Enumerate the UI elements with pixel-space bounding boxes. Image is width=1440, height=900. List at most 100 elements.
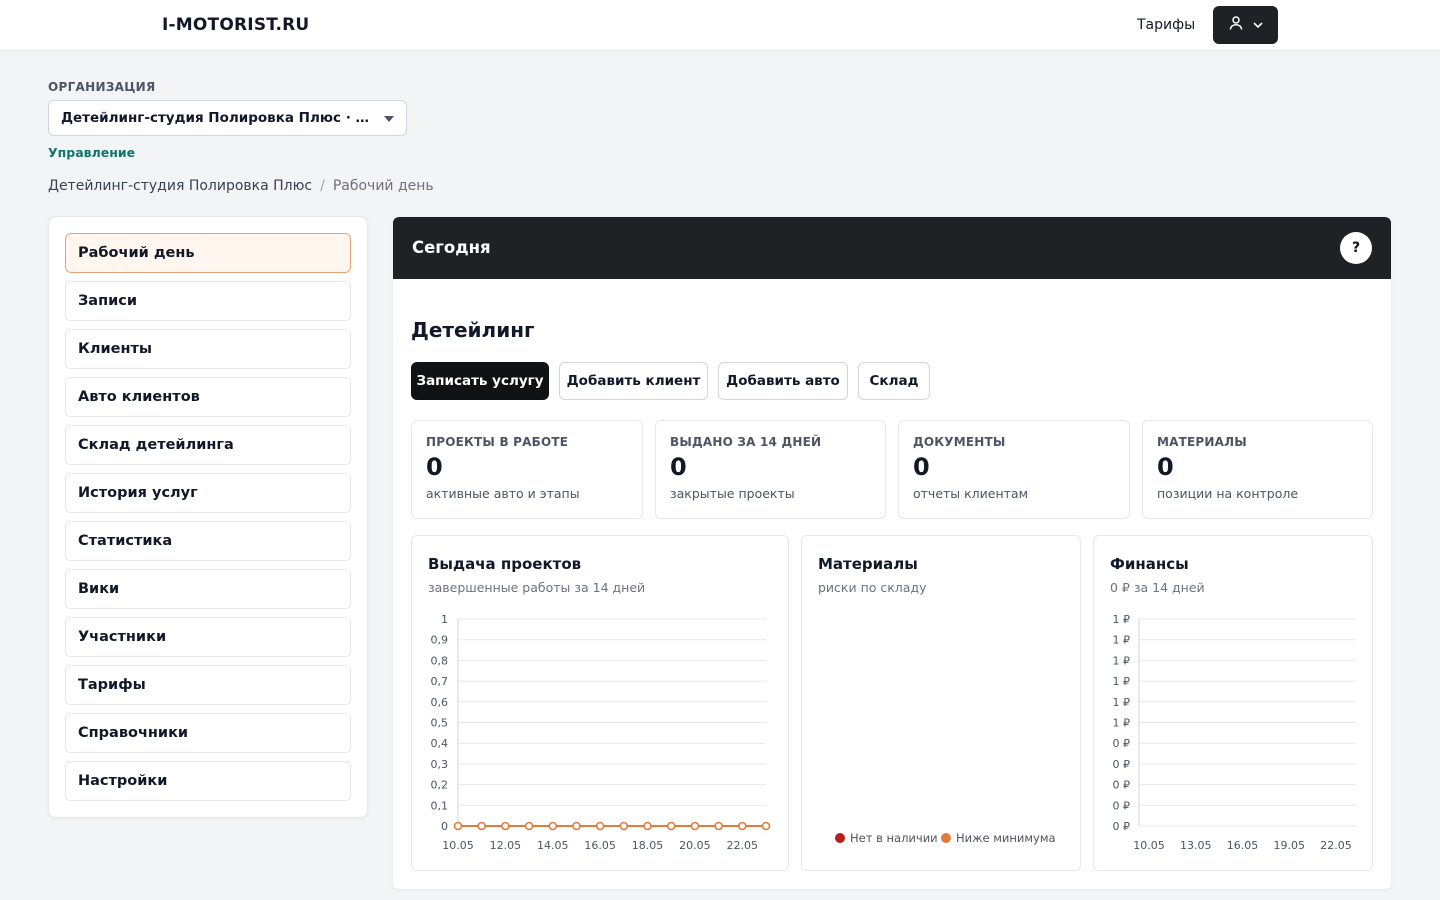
organization-selected-value: Детейлинг-студия Полировка Плюс · Детейл… bbox=[61, 110, 373, 126]
materials-chart-card: Материалы риски по складу Нет в наличии Н… bbox=[801, 535, 1081, 871]
x-tick-label: 22.05 bbox=[1320, 839, 1352, 852]
stat-label: ДОКУМЕНТЫ bbox=[913, 435, 1006, 449]
sidebar-item-warehouse[interactable]: Склад детейлинга bbox=[65, 425, 351, 465]
top-navbar: I-MOTORIST.RU Тарифы bbox=[0, 0, 1440, 51]
x-tick-label: 16.05 bbox=[584, 839, 616, 852]
stat-card-documents: ДОКУМЕНТЫ 0 отчеты клиентам bbox=[898, 420, 1130, 519]
stat-subtitle: закрытые проекты bbox=[670, 486, 795, 501]
warehouse-button[interactable]: Склад bbox=[858, 362, 930, 400]
sidebar-item-members[interactable]: Участники bbox=[65, 617, 351, 657]
stat-value: 0 bbox=[1157, 453, 1174, 481]
data-point bbox=[738, 821, 747, 831]
user-icon bbox=[1228, 15, 1244, 35]
y-tick-label: 0 ₽ bbox=[1113, 799, 1131, 812]
x-tick-label: 16.05 bbox=[1227, 839, 1259, 852]
y-tick-label: 0,6 bbox=[431, 696, 449, 709]
caret-down-icon bbox=[384, 116, 394, 122]
breadcrumb: Детейлинг-студия Полировка Плюс / Рабочи… bbox=[48, 178, 434, 194]
x-tick-label: 14.05 bbox=[537, 839, 569, 852]
sidebar-item-clients[interactable]: Клиенты bbox=[65, 329, 351, 369]
finance-bar-chart: 1 ₽1 ₽1 ₽1 ₽1 ₽1 ₽0 ₽0 ₽0 ₽0 ₽0 ₽10.05 13… bbox=[1113, 613, 1356, 852]
card-subtitle: 0 ₽ за 14 дней bbox=[1110, 580, 1205, 595]
organization-label: ОРГАНИЗАЦИЯ bbox=[48, 80, 156, 94]
y-tick-label: 0,8 bbox=[431, 654, 449, 667]
y-tick-label: 1 ₽ bbox=[1113, 675, 1131, 688]
x-tick-label: 10.05 bbox=[442, 839, 474, 852]
data-point bbox=[690, 821, 700, 831]
book-service-button[interactable]: Записать услугу bbox=[411, 362, 549, 400]
stat-subtitle: активные авто и этапы bbox=[426, 486, 580, 501]
help-button[interactable]: ? bbox=[1340, 232, 1372, 264]
y-tick-label: 0,2 bbox=[431, 779, 449, 792]
sidebar-item-wiki[interactable]: Вики bbox=[65, 569, 351, 609]
data-point bbox=[714, 821, 723, 831]
y-tick-label: 1 ₽ bbox=[1113, 634, 1131, 647]
y-tick-label: 1 ₽ bbox=[1113, 654, 1131, 667]
sidebar-item-service-history[interactable]: История услуг bbox=[65, 473, 351, 513]
manage-link[interactable]: Управление bbox=[48, 145, 136, 160]
projects-line-chart: 1 0,9 0,8 0,7 0,6 0,5 0,4 0,3 0,2 0,1 0 10.05 12.05 1… bbox=[431, 613, 771, 852]
x-tick-label: 19.05 bbox=[1274, 839, 1306, 852]
sidebar-item-statistics[interactable]: Статистика bbox=[65, 521, 351, 561]
data-point bbox=[643, 821, 652, 831]
y-tick-label: 0 ₽ bbox=[1113, 737, 1131, 750]
site-logo[interactable]: I-MOTORIST.RU bbox=[162, 15, 310, 35]
data-point bbox=[595, 821, 605, 831]
data-point bbox=[501, 821, 510, 831]
card-subtitle: завершенные работы за 14 дней bbox=[428, 580, 646, 595]
x-tick-label: 22.05 bbox=[727, 839, 759, 852]
main-header-title: Сегодня bbox=[412, 238, 491, 257]
sidebar-item-references[interactable]: Справочники bbox=[65, 713, 351, 753]
data-point bbox=[619, 821, 629, 831]
breadcrumb-item-org[interactable]: Детейлинг-студия Полировка Плюс bbox=[48, 178, 313, 194]
stat-card-materials: МАТЕРИАЛЫ 0 позиции на контроле bbox=[1142, 420, 1373, 519]
y-tick-label: 0,5 bbox=[431, 717, 449, 730]
sidebar-item-settings[interactable]: Настройки bbox=[65, 761, 351, 801]
data-point bbox=[524, 821, 534, 831]
legend-label: Нет в наличии bbox=[850, 831, 938, 845]
y-tick-label: 0 ₽ bbox=[1113, 779, 1131, 792]
main-header: Сегодня ? bbox=[393, 217, 1391, 279]
stat-label: ВЫДАНО ЗА 14 ДНЕЙ bbox=[670, 435, 822, 449]
tariffs-link[interactable]: Тарифы bbox=[1137, 17, 1196, 33]
breadcrumb-separator: / bbox=[320, 178, 325, 194]
stat-value: 0 bbox=[670, 453, 687, 481]
y-tick-label: 0,9 bbox=[431, 634, 449, 647]
materials-pie-chart: Нет в наличии Ниже минимума bbox=[835, 831, 1056, 845]
organization-select[interactable]: Детейлинг-студия Полировка Плюс · Детейл… bbox=[48, 100, 407, 136]
breadcrumb-item-current: Рабочий день bbox=[332, 178, 434, 194]
data-point bbox=[548, 821, 558, 831]
y-tick-label: 0 ₽ bbox=[1113, 820, 1131, 833]
sidebar-item-client-cars[interactable]: Авто клиентов bbox=[65, 377, 351, 417]
stat-card-projects: ПРОЕКТЫ В РАБОТЕ 0 активные авто и этапы bbox=[411, 420, 643, 519]
stat-card-issued: ВЫДАНО ЗА 14 ДНЕЙ 0 закрытые проекты bbox=[655, 420, 886, 519]
stat-label: ПРОЕКТЫ В РАБОТЕ bbox=[426, 435, 569, 449]
y-tick-label: 0,1 bbox=[431, 799, 449, 812]
data-point bbox=[666, 821, 676, 831]
stat-value: 0 bbox=[426, 453, 443, 481]
y-tick-label: 0 bbox=[441, 820, 448, 833]
sidebar-item-workday[interactable]: Рабочий день bbox=[65, 233, 351, 273]
card-title: Материалы bbox=[818, 555, 918, 573]
legend-swatch bbox=[835, 833, 845, 843]
user-menu-button[interactable] bbox=[1213, 6, 1278, 44]
card-title: Финансы bbox=[1110, 555, 1189, 573]
x-tick-label: 18.05 bbox=[632, 839, 664, 852]
data-point bbox=[453, 821, 463, 831]
chevron-down-icon bbox=[1252, 16, 1264, 35]
add-car-button[interactable]: Добавить авто bbox=[718, 362, 848, 400]
y-tick-label: 0 ₽ bbox=[1113, 758, 1131, 771]
data-point bbox=[477, 821, 486, 831]
x-tick-label: 13.05 bbox=[1180, 839, 1212, 852]
y-tick-label: 1 bbox=[441, 613, 448, 626]
sidebar-item-tariffs[interactable]: Тарифы bbox=[65, 665, 351, 705]
y-tick-label: 0,4 bbox=[431, 737, 449, 750]
add-client-button[interactable]: Добавить клиент bbox=[559, 362, 708, 400]
data-point bbox=[572, 821, 581, 831]
stat-value: 0 bbox=[913, 453, 930, 481]
x-tick-label: 20.05 bbox=[679, 839, 711, 852]
sidebar-item-records[interactable]: Записи bbox=[65, 281, 351, 321]
card-title: Выдача проектов bbox=[428, 555, 582, 573]
y-tick-label: 1 ₽ bbox=[1113, 696, 1131, 709]
stat-subtitle: позиции на контроле bbox=[1157, 486, 1299, 501]
